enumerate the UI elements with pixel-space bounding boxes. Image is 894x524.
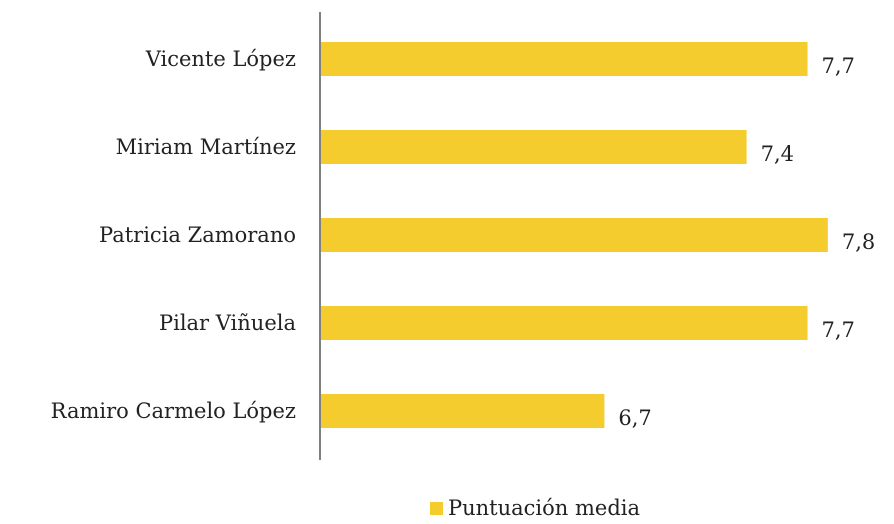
data-label: 7,4 bbox=[761, 142, 794, 166]
bar bbox=[320, 394, 605, 428]
category-label: Patricia Zamorano bbox=[99, 223, 296, 247]
bars-layer bbox=[320, 42, 828, 428]
bar bbox=[320, 130, 747, 164]
data-label: 7,7 bbox=[822, 54, 855, 78]
data-label: 7,7 bbox=[822, 318, 855, 342]
bar bbox=[320, 306, 808, 340]
category-label: Pilar Viñuela bbox=[159, 311, 296, 335]
category-label: Miriam Martínez bbox=[116, 135, 296, 159]
data-label: 7,8 bbox=[842, 230, 875, 254]
legend: Puntuación media bbox=[430, 496, 640, 520]
legend-label: Puntuación media bbox=[448, 496, 640, 520]
bar bbox=[320, 42, 808, 76]
bar bbox=[320, 218, 828, 252]
legend-swatch bbox=[430, 502, 443, 515]
labels-layer: Vicente López 7,7 Miriam Martínez 7,4 Patric… bbox=[51, 47, 876, 430]
data-label: 6,7 bbox=[618, 406, 651, 430]
category-label: Ramiro Carmelo López bbox=[51, 399, 296, 423]
category-label: Vicente López bbox=[145, 47, 296, 71]
